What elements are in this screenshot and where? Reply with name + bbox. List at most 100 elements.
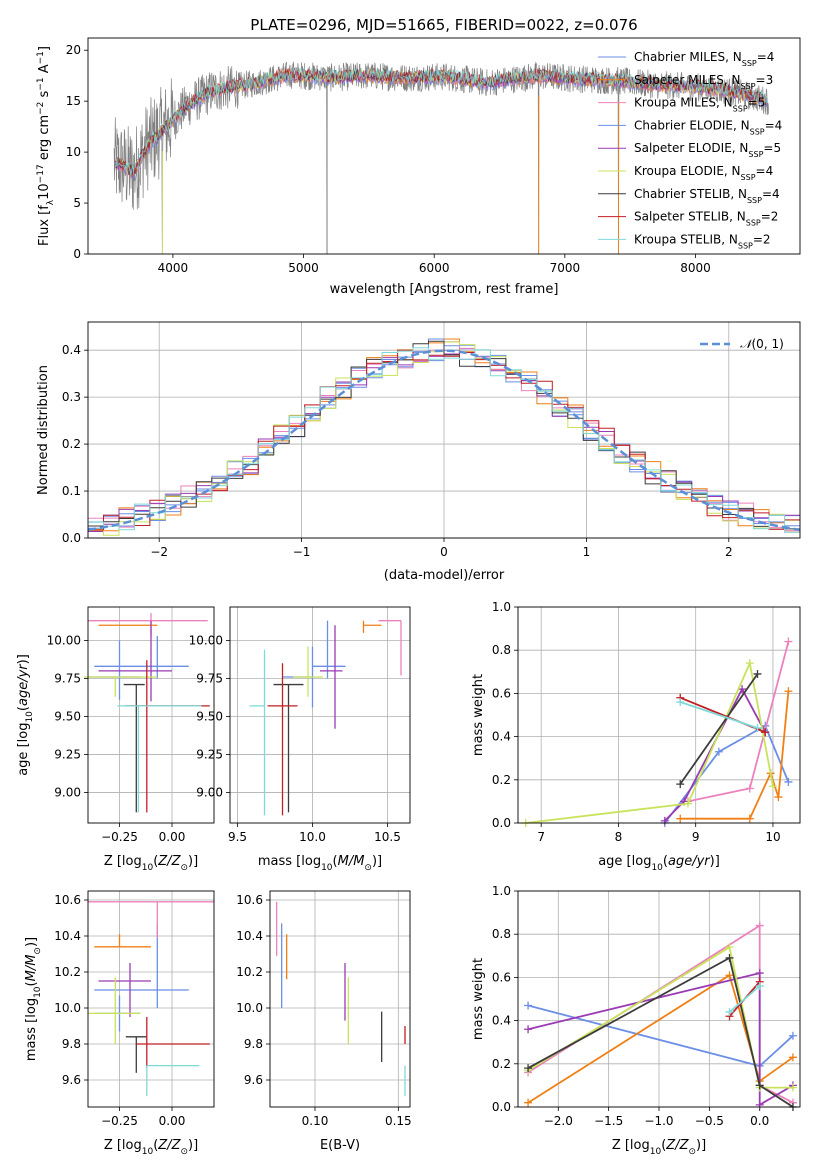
x-axis-label-part: ⊙ — [688, 1147, 696, 1157]
y-tick-label: 0.2 — [62, 437, 81, 451]
y-axis-label: mass [log10(M/M⊙)] — [24, 937, 43, 1061]
y-tick-label: 0.4 — [492, 1014, 511, 1028]
legend-label: Kroupa MILES, NSSP=5 — [634, 96, 765, 114]
legend-label: Kroupa ELODIE, NSSP=4 — [634, 164, 773, 182]
y-tick-label: 10.00 — [47, 633, 81, 647]
weight-point-marker — [714, 747, 723, 756]
axes-frame — [87, 321, 801, 539]
y-tick-label: 10.4 — [236, 929, 263, 943]
legend-label-count: =5 — [763, 141, 781, 155]
y-tick-label: 9.8 — [62, 1037, 81, 1051]
x-tick-label: 4000 — [158, 261, 189, 275]
x-axis-label-part: Z/Z — [665, 1138, 689, 1153]
weight-point-marker — [788, 1083, 797, 1092]
y-axis-label-part: Flux [f — [37, 205, 52, 246]
weight-point-marker — [755, 969, 764, 978]
axes-frame — [87, 890, 215, 1108]
y-tick-label: 9.00 — [54, 786, 81, 800]
axes-frame — [517, 606, 801, 824]
x-axis-label-part: Z [log — [104, 1138, 142, 1153]
y-axis-label-part: mass [log — [24, 998, 39, 1061]
y-axis-label: Flux [fλ10−17 erg cm−2 s−1 A−1] — [36, 46, 56, 246]
axes-frame — [517, 890, 801, 1108]
y-axis-label-part: 10 — [25, 711, 35, 723]
x-tick-label: 10.0 — [299, 830, 326, 844]
weight-point-marker — [676, 814, 685, 823]
legend-label: Kroupa STELIB, NSSP=2 — [634, 232, 771, 250]
y-axis-label-part: ( — [16, 706, 31, 711]
y-tick-label: 9.75 — [54, 671, 81, 685]
y-tick-label: 10.2 — [236, 965, 263, 979]
y-axis-label-part: M/M — [24, 955, 39, 982]
weight-point-marker — [755, 1100, 764, 1109]
legend-label-name: Chabrier ELODIE, N — [634, 118, 750, 132]
weight-point-marker — [788, 1031, 797, 1040]
x-tick-label: 10.5 — [374, 830, 401, 844]
y-tick-label: 5 — [73, 196, 81, 210]
y-axis-label-part: ] — [37, 46, 52, 51]
y-tick-label: 0.4 — [62, 343, 81, 357]
y-tick-label: 10 — [66, 145, 81, 159]
x-axis-label-part: 10 — [321, 863, 333, 873]
weight-point-marker — [755, 921, 764, 930]
x-axis-label-part: M/M — [338, 854, 365, 869]
x-axis-label-part: 10 — [142, 863, 154, 873]
weight-series-line — [527, 971, 794, 1107]
weight-point-marker — [784, 637, 793, 646]
y-tick-label: 9.50 — [54, 710, 81, 724]
x-axis-label: (data-model)/error — [384, 568, 505, 583]
x-axis-label: E(B-V) — [320, 1138, 360, 1153]
x-tick-label: 2 — [725, 545, 733, 559]
x-axis-label-part: )] — [710, 854, 720, 869]
y-tick-label: 0.3 — [62, 390, 81, 404]
x-tick-label: 1 — [583, 545, 591, 559]
y-axis-label-part: 10 — [33, 986, 43, 998]
y-tick-label: 9.75 — [196, 671, 223, 685]
legend-label-name: Kroupa ELODIE, N — [634, 164, 741, 178]
weight-series-line — [525, 660, 774, 824]
x-axis-label: Z [log10(Z/Z⊙)] — [104, 1138, 198, 1157]
legend-label-symbol: 𝒩 — [740, 337, 755, 351]
y-axis-label: mass weight — [471, 674, 486, 756]
x-axis-label-part: age [log — [598, 854, 651, 869]
weight-point-marker — [755, 1081, 764, 1090]
weight-point-marker — [745, 659, 754, 668]
legend-label-count: =3 — [756, 73, 774, 87]
y-axis-label-part: )] — [16, 654, 31, 664]
legend-label: Chabrier STELIB, NSSP=4 — [634, 187, 780, 205]
legend-label-count: =4 — [765, 118, 783, 132]
legend-label-sub: SSP — [733, 104, 748, 113]
x-axis-label: Z [log10(Z/Z⊙)] — [104, 854, 198, 873]
chart-residuals: −2 −1 0 1 2 0.0 0.1 0.2 0.3 0.4 (data-model)/error… — [36, 321, 801, 583]
y-tick-label: 9.6 — [62, 1073, 81, 1087]
y-tick-label: 0.0 — [492, 816, 511, 830]
weight-point-marker — [524, 1001, 533, 1010]
weight-series-line — [527, 973, 794, 1104]
weight-point-marker — [784, 687, 793, 696]
legend-label-count: =4 — [757, 50, 775, 64]
x-tick-label: 0.00 — [159, 1114, 186, 1128]
legend-label: Salpeter ELODIE, NSSP=5 — [634, 141, 781, 159]
x-tick-label: 7 — [537, 830, 545, 844]
y-axis-label-part: −17 — [36, 164, 46, 183]
weight-point-marker — [725, 953, 734, 962]
y-tick-label: 9.6 — [244, 1073, 263, 1087]
y-tick-label: 10.00 — [189, 633, 223, 647]
y-axis-label-part: erg cm — [37, 115, 52, 164]
weight-point-marker — [676, 698, 685, 707]
weight-point-marker — [725, 971, 734, 980]
chart-mass-vs-EBV: 0.10 0.15 9.6 9.8 10.0 10.2 10.4 10.6 E(B-V) — [236, 890, 412, 1153]
legend-label-name: Chabrier STELIB, N — [634, 187, 747, 201]
legend-label-sub: SSP — [741, 81, 756, 90]
y-tick-label: 0.8 — [492, 643, 511, 657]
legend-label-name: Chabrier MILES, N — [634, 50, 742, 64]
weight-point-marker — [784, 777, 793, 786]
y-axis-label-part: A — [37, 64, 52, 77]
y-axis-label-part: age [log — [16, 723, 31, 776]
x-tick-label: 5000 — [288, 261, 319, 275]
y-axis-label-part: −1 — [36, 77, 46, 90]
spectrum-model-line — [115, 66, 768, 176]
